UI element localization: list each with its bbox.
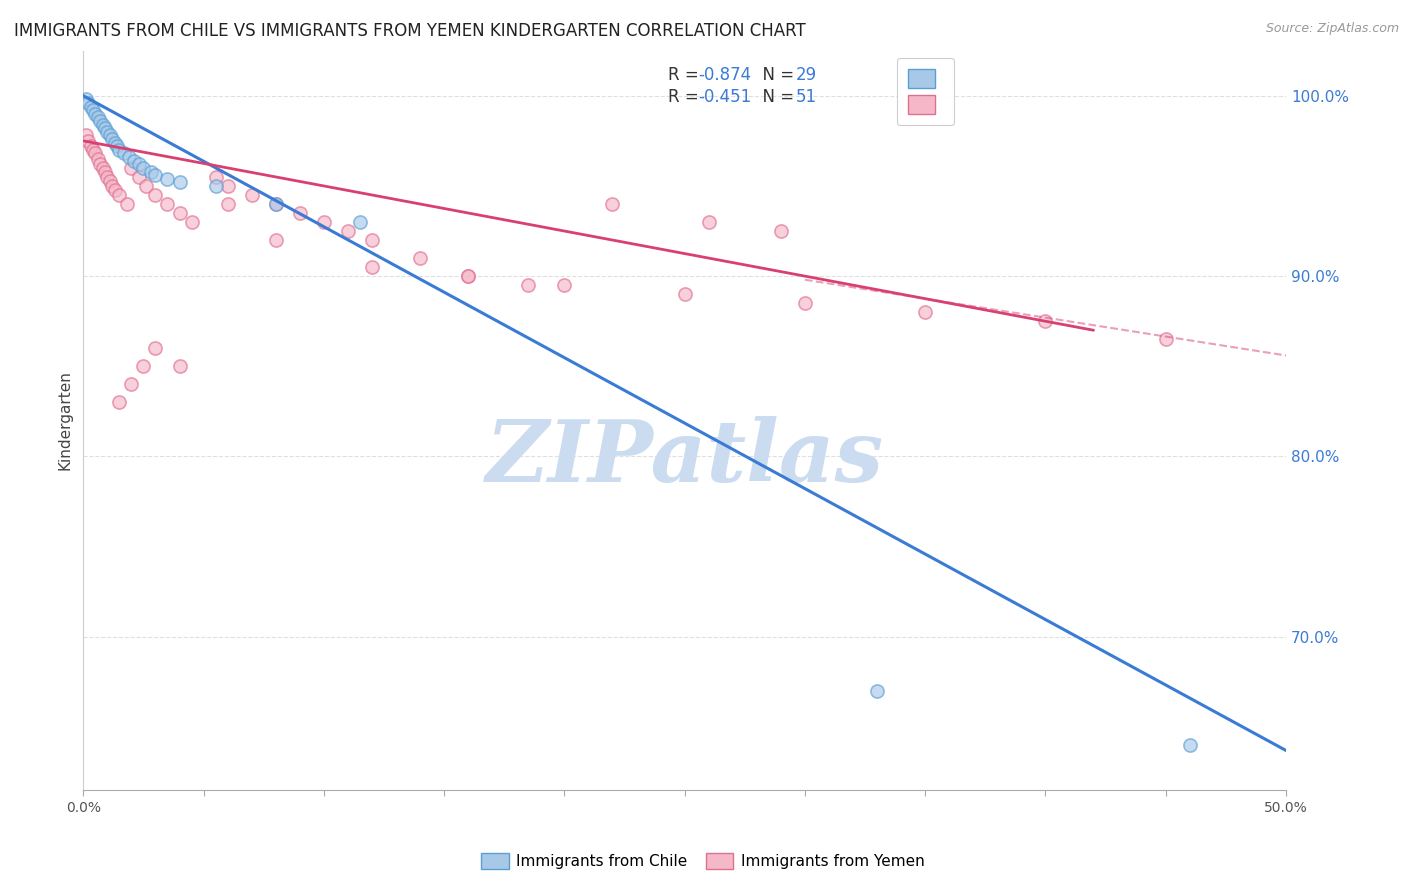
Point <box>101 178 124 193</box>
Point <box>264 197 287 211</box>
Text: Source: ZipAtlas.com: Source: ZipAtlas.com <box>1265 22 1399 36</box>
Point <box>1154 332 1177 346</box>
Text: 51: 51 <box>796 87 817 105</box>
Point <box>217 178 239 193</box>
Point <box>79 99 101 113</box>
Text: N =: N = <box>752 66 800 84</box>
Point <box>98 128 121 143</box>
Point <box>96 125 118 139</box>
Point <box>1178 738 1201 752</box>
Point <box>101 132 124 146</box>
Text: -0.874: -0.874 <box>697 66 751 84</box>
Point <box>91 161 114 175</box>
Point <box>145 188 167 202</box>
Point <box>82 103 104 118</box>
Point <box>264 197 287 211</box>
Point <box>94 121 117 136</box>
Point <box>457 269 479 284</box>
Point <box>118 150 141 164</box>
Point <box>217 197 239 211</box>
Point <box>180 215 202 229</box>
Point <box>77 95 100 110</box>
Point <box>128 157 150 171</box>
Point <box>156 197 179 211</box>
Point <box>103 136 125 150</box>
Point <box>288 206 311 220</box>
Point <box>1035 314 1057 328</box>
Point <box>409 251 432 265</box>
Point <box>108 143 131 157</box>
Point <box>156 171 179 186</box>
Point <box>112 146 135 161</box>
Point <box>84 107 107 121</box>
Point <box>914 305 936 319</box>
Text: IMMIGRANTS FROM CHILE VS IMMIGRANTS FROM YEMEN KINDERGARTEN CORRELATION CHART: IMMIGRANTS FROM CHILE VS IMMIGRANTS FROM… <box>14 22 806 40</box>
Point <box>517 278 540 293</box>
Point <box>793 296 815 310</box>
Point <box>77 134 100 148</box>
Point <box>602 197 624 211</box>
Text: R =: R = <box>668 66 704 84</box>
Point <box>553 278 575 293</box>
Point <box>128 169 150 184</box>
Point <box>120 377 142 392</box>
Point <box>105 139 128 153</box>
Text: -0.451: -0.451 <box>697 87 751 105</box>
Point <box>139 164 162 178</box>
Point <box>169 206 191 220</box>
Point <box>361 260 384 274</box>
Point <box>132 359 155 374</box>
Point <box>204 178 226 193</box>
Point <box>89 114 111 128</box>
Point <box>98 173 121 187</box>
Point <box>91 118 114 132</box>
Point <box>169 359 191 374</box>
Point <box>204 169 226 184</box>
Point <box>108 395 131 409</box>
Text: N =: N = <box>752 87 800 105</box>
Point <box>673 287 696 301</box>
Text: ZIPatlas: ZIPatlas <box>485 416 884 500</box>
Point <box>96 169 118 184</box>
Point <box>89 157 111 171</box>
Point <box>135 178 157 193</box>
Point <box>120 161 142 175</box>
Point <box>75 128 97 143</box>
Text: R =: R = <box>668 87 704 105</box>
Point <box>87 111 110 125</box>
Point <box>697 215 720 229</box>
Point <box>82 143 104 157</box>
Legend: Immigrants from Chile, Immigrants from Yemen: Immigrants from Chile, Immigrants from Y… <box>475 847 931 875</box>
Point <box>457 269 479 284</box>
Point <box>349 215 371 229</box>
Point <box>84 146 107 161</box>
Legend: , : , <box>897 58 953 125</box>
Point <box>264 233 287 247</box>
Point <box>866 684 889 698</box>
Point <box>145 168 167 182</box>
Point <box>115 197 138 211</box>
Point <box>132 161 155 175</box>
Text: 29: 29 <box>796 66 817 84</box>
Y-axis label: Kindergarten: Kindergarten <box>58 370 72 470</box>
Point <box>94 164 117 178</box>
Point <box>145 341 167 355</box>
Point <box>122 153 145 168</box>
Point <box>769 224 792 238</box>
Point <box>108 188 131 202</box>
Point <box>103 183 125 197</box>
Point <box>361 233 384 247</box>
Point <box>79 139 101 153</box>
Point <box>87 152 110 166</box>
Point <box>336 224 359 238</box>
Point <box>75 92 97 106</box>
Point <box>240 188 263 202</box>
Point <box>169 175 191 189</box>
Point <box>312 215 335 229</box>
